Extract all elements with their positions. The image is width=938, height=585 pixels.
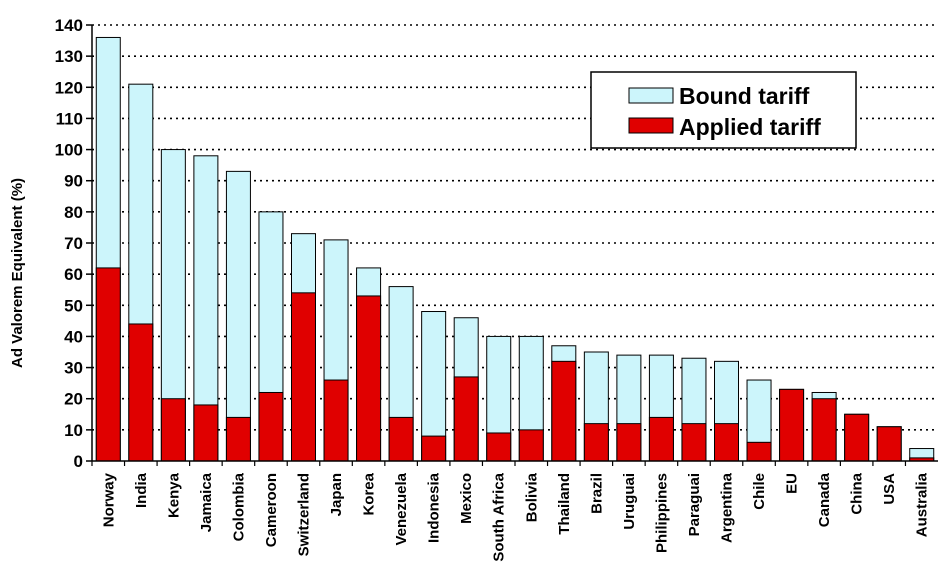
legend-label-applied: Applied tariff: [679, 114, 821, 140]
bar-applied-philippines: [648, 416, 674, 462]
bar-applied-chile: [746, 441, 772, 462]
category-label: Thailand: [556, 473, 573, 535]
bar-applied-kenya: [160, 398, 186, 462]
y-tick-label: 110: [56, 109, 83, 128]
category-label: Indonesia: [426, 472, 443, 543]
x-axis-category-labels: Norway India Kenya Jamaica Colombia Cameroon S…: [91, 461, 931, 562]
y-tick-label: 60: [64, 265, 83, 284]
y-tick-label: 20: [64, 390, 83, 409]
y-tick-label: 0: [74, 452, 83, 471]
bar-bound-colombia: [225, 170, 251, 462]
category-label: Jamaica: [198, 472, 215, 532]
bar-applied-jamaica: [193, 404, 219, 462]
category-label: Korea: [361, 472, 378, 515]
bar-applied-uruguai: [616, 423, 642, 462]
bar-applied-paraguai: [681, 423, 707, 462]
bar-applied-argentina: [714, 423, 739, 462]
bar-applied-colombia: [225, 416, 251, 462]
y-tick-label: 50: [64, 296, 83, 315]
category-label: South Africa: [491, 472, 508, 561]
bar-applied-switzerland: [291, 292, 316, 462]
category-label: Australia: [914, 472, 931, 537]
legend: Bound tariff Applied tariff: [590, 71, 857, 149]
bar-applied-india: [128, 323, 154, 462]
y-tick-label: 130: [55, 47, 83, 66]
category-label: Bolivia: [523, 472, 540, 522]
y-tick-label: 10: [64, 421, 83, 440]
y-tick-label: 100: [55, 141, 83, 160]
legend-swatch-applied: [628, 117, 674, 134]
bar-applied-indonesia: [421, 435, 447, 462]
y-axis-ticks: 0 10 20 30 40 50 60 70 80 90 100 110 120 130 140: [55, 16, 92, 471]
bar-applied-usa: [876, 426, 902, 462]
category-label: Switzerland: [296, 473, 313, 556]
category-label: Colombia: [230, 472, 247, 541]
category-label: Brazil: [588, 473, 605, 514]
bar-applied-canada: [811, 398, 837, 462]
category-label: Venezuela: [393, 472, 410, 545]
bar-applied-brazil: [583, 423, 609, 462]
y-tick-label: 140: [55, 16, 83, 35]
category-label: Chile: [751, 473, 768, 510]
category-label: Philippines: [653, 473, 670, 553]
y-tick-label: 90: [64, 172, 83, 191]
bar-applied-japan: [323, 379, 349, 462]
legend-swatch-bound: [628, 87, 674, 104]
legend-label-bound: Bound tariff: [679, 83, 810, 109]
bar-applied-mexico: [453, 376, 479, 462]
category-label: China: [849, 472, 866, 514]
bar-applied-bolivia: [518, 429, 544, 462]
bar-applied-norway: [95, 267, 121, 462]
y-tick-label: 70: [64, 234, 83, 253]
y-tick-label: 30: [64, 359, 83, 378]
bar-applied-south-africa: [486, 432, 512, 462]
category-label: USA: [881, 473, 898, 505]
bar-applied-cameroon: [258, 391, 284, 462]
category-label: Japan: [328, 473, 345, 516]
bar-applied-china: [844, 413, 870, 462]
bar-applied-korea: [356, 295, 382, 462]
legend-box: [590, 71, 857, 149]
bar-applied-thailand: [551, 360, 577, 462]
category-label: Kenya: [165, 472, 182, 518]
category-label: Argentina: [719, 472, 736, 543]
y-tick-label: 80: [64, 203, 83, 222]
category-label: EU: [784, 473, 801, 494]
y-axis-title: Ad Valorem Equivalent (%): [9, 178, 26, 368]
bar-applied-venezuela: [388, 416, 414, 462]
category-label: Uruguai: [621, 473, 638, 530]
y-tick-label: 40: [64, 327, 83, 346]
category-label: Paraguai: [686, 473, 703, 536]
category-label: Norway: [100, 472, 117, 527]
bars: [95, 36, 935, 462]
y-tick-label: 120: [55, 78, 83, 97]
category-label: India: [133, 472, 150, 508]
category-label: Canada: [816, 472, 833, 527]
category-label: Cameroon: [263, 473, 280, 547]
category-label: Mexico: [458, 473, 475, 524]
bar-applied-eu: [779, 388, 805, 462]
